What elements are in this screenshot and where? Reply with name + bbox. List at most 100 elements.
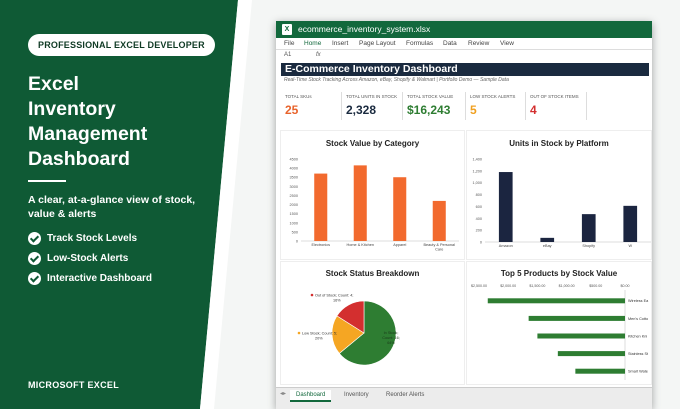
- menu-data[interactable]: Data: [443, 40, 457, 47]
- name-box[interactable]: A1: [284, 52, 292, 58]
- chart-title: Units in Stock by Platform: [509, 139, 609, 148]
- y-tick-label: 600: [476, 205, 482, 209]
- tab-nav-icon[interactable]: ◂▸: [280, 391, 287, 397]
- feature-item: Low-Stock Alerts: [28, 252, 128, 265]
- tab-reorder-alerts[interactable]: Reorder Alerts: [386, 392, 425, 398]
- headline-line: Excel: [28, 73, 79, 95]
- y-tick-label: 1,400: [472, 158, 482, 162]
- x-tick-label: Amazon: [499, 244, 513, 248]
- kpi-label: TOTAL SKUs: [285, 94, 312, 99]
- pie-slice: [331, 315, 365, 354]
- y-tick-label: 1000: [290, 221, 298, 225]
- bar: [575, 368, 625, 374]
- x-tick-label: $500.00: [589, 284, 602, 288]
- kpi-value: 25: [285, 103, 299, 117]
- y-tick-label: 3000: [290, 185, 298, 189]
- headline-line: Management: [28, 123, 148, 145]
- pie-data-label: Count: 16;: [382, 336, 400, 340]
- role-badge: PROFESSIONAL EXCEL DEVELOPER: [28, 34, 215, 56]
- menu-review[interactable]: Review: [468, 40, 490, 47]
- pie-data-label: 20%: [315, 337, 323, 341]
- bar-chart: 4500 4000 3500 3000 2500 2000 1500 1000 500 0 Elec…: [290, 158, 459, 252]
- y-tick-label: Kitchen Kni: [628, 334, 647, 338]
- pie-chart: In Stock;Count: 16;64% Low Stock; Count: …: [297, 293, 400, 366]
- bar: [581, 214, 596, 242]
- tab-inventory[interactable]: Inventory: [344, 392, 369, 398]
- chart-stock-status: Stock Status Breakdown In Stock; Count: 1…: [280, 261, 465, 385]
- kpi-label: OUT OF STOCK ITEMS: [530, 94, 579, 99]
- ribbon-menu: File Home Insert Page Layout Formulas Da…: [276, 38, 652, 50]
- pie-data-label: In Stock;: [384, 331, 399, 335]
- feature-item: Track Stock Levels: [28, 232, 137, 245]
- x-tick-label: $1,500.00: [529, 284, 545, 288]
- kpi-label: TOTAL UNITS IN STOCK: [346, 94, 398, 99]
- y-tick-label: 500: [292, 230, 298, 234]
- sheet-tabs: ◂▸ Dashboard Inventory Reorder Alerts: [276, 387, 652, 409]
- kpi-card: TOTAL SKUs 25: [281, 92, 342, 120]
- check-circle-icon: [28, 272, 41, 285]
- menu-view[interactable]: View: [500, 40, 514, 47]
- legend-marker: [297, 331, 301, 335]
- y-tick-label: 4500: [290, 158, 298, 162]
- kpi-card: TOTAL STOCK VALUE $16,243: [403, 92, 466, 120]
- check-circle-icon: [28, 252, 41, 265]
- kpi-value: 5: [470, 103, 477, 117]
- y-tick-label: 0: [296, 240, 298, 244]
- bar-chart: 1,400 1,200 1,000 800 600 400 200 0 Amazon eBay Sh…: [472, 158, 651, 248]
- x-tick-label: Beauty & Personal: [424, 243, 456, 247]
- pie-data-label: 64%: [387, 341, 395, 345]
- x-tick-label: Shopify: [582, 244, 595, 248]
- x-tick-label: W: [628, 244, 632, 248]
- y-tick-label: 4000: [290, 167, 298, 171]
- x-tick-label: $1,000.00: [559, 284, 575, 288]
- legend-marker: [310, 293, 314, 297]
- excel-icon: X: [282, 24, 292, 35]
- bar: [528, 315, 625, 321]
- kpi-card: LOW STOCK ALERTS 5: [466, 92, 526, 120]
- feature-label: Track Stock Levels: [47, 233, 138, 244]
- headline-line: Dashboard: [28, 148, 130, 170]
- feature-item: Interactive Dashboard: [28, 272, 152, 285]
- y-tick-label: 200: [476, 229, 482, 233]
- dashboard-title: E-Commerce Inventory Dashboard: [281, 63, 649, 76]
- promo-description: A clear, at-a-glance view of stock, valu…: [28, 194, 196, 220]
- bar: [487, 298, 625, 304]
- y-tick-label: 2000: [290, 203, 298, 207]
- kpi-value: 4: [530, 103, 537, 117]
- chart-title: Stock Status Breakdown: [325, 269, 420, 278]
- y-tick-label: 1500: [290, 212, 298, 216]
- x-tick-label: Electronics: [311, 243, 330, 247]
- y-tick-label: 1,000: [472, 181, 482, 185]
- tab-dashboard[interactable]: Dashboard: [290, 390, 332, 402]
- y-tick-label: Men's Cotto: [628, 317, 648, 321]
- x-tick-label: Care: [435, 248, 443, 252]
- bar: [540, 237, 555, 242]
- menu-insert[interactable]: Insert: [332, 40, 349, 47]
- excel-window: X ecommerce_inventory_system.xlsx File H…: [276, 21, 652, 409]
- feature-label: Interactive Dashboard: [47, 273, 153, 284]
- y-tick-label: Smart Wate: [628, 370, 648, 374]
- kpi-label: TOTAL STOCK VALUE: [407, 94, 454, 99]
- x-tick-label: Apparel: [393, 243, 406, 247]
- promo-footer: MICROSOFT EXCEL: [28, 380, 120, 390]
- pie-data-label: Out of Stock; Count: 4;: [315, 294, 353, 298]
- menu-file[interactable]: File: [284, 40, 295, 47]
- window-title: ecommerce_inventory_system.xlsx: [298, 24, 431, 34]
- feature-label: Low-Stock Alerts: [47, 253, 129, 264]
- bar: [498, 172, 513, 242]
- horizontal-bar-chart: $2,500.00 $2,000.00 $1,500.00 $1,000.00 $500…: [471, 284, 649, 380]
- pie-data-label: Low Stock; Count: 5;: [302, 332, 337, 336]
- y-tick-label: 400: [476, 217, 482, 221]
- kpi-card: TOTAL UNITS IN STOCK 2,328: [342, 92, 403, 120]
- promo-panel: PROFESSIONAL EXCEL DEVELOPER Excel Inven…: [0, 0, 238, 409]
- bar: [314, 173, 328, 241]
- bar: [623, 205, 638, 242]
- menu-formulas[interactable]: Formulas: [406, 40, 434, 47]
- menu-page-layout[interactable]: Page Layout: [359, 40, 396, 47]
- chart-title: Stock Value by Category: [325, 139, 420, 148]
- kpi-card: OUT OF STOCK ITEMS 4: [526, 92, 587, 120]
- fx-icon: fx: [316, 52, 321, 58]
- bar: [393, 177, 407, 241]
- y-tick-label: 800: [476, 193, 482, 197]
- y-tick-label: 1,200: [472, 169, 482, 173]
